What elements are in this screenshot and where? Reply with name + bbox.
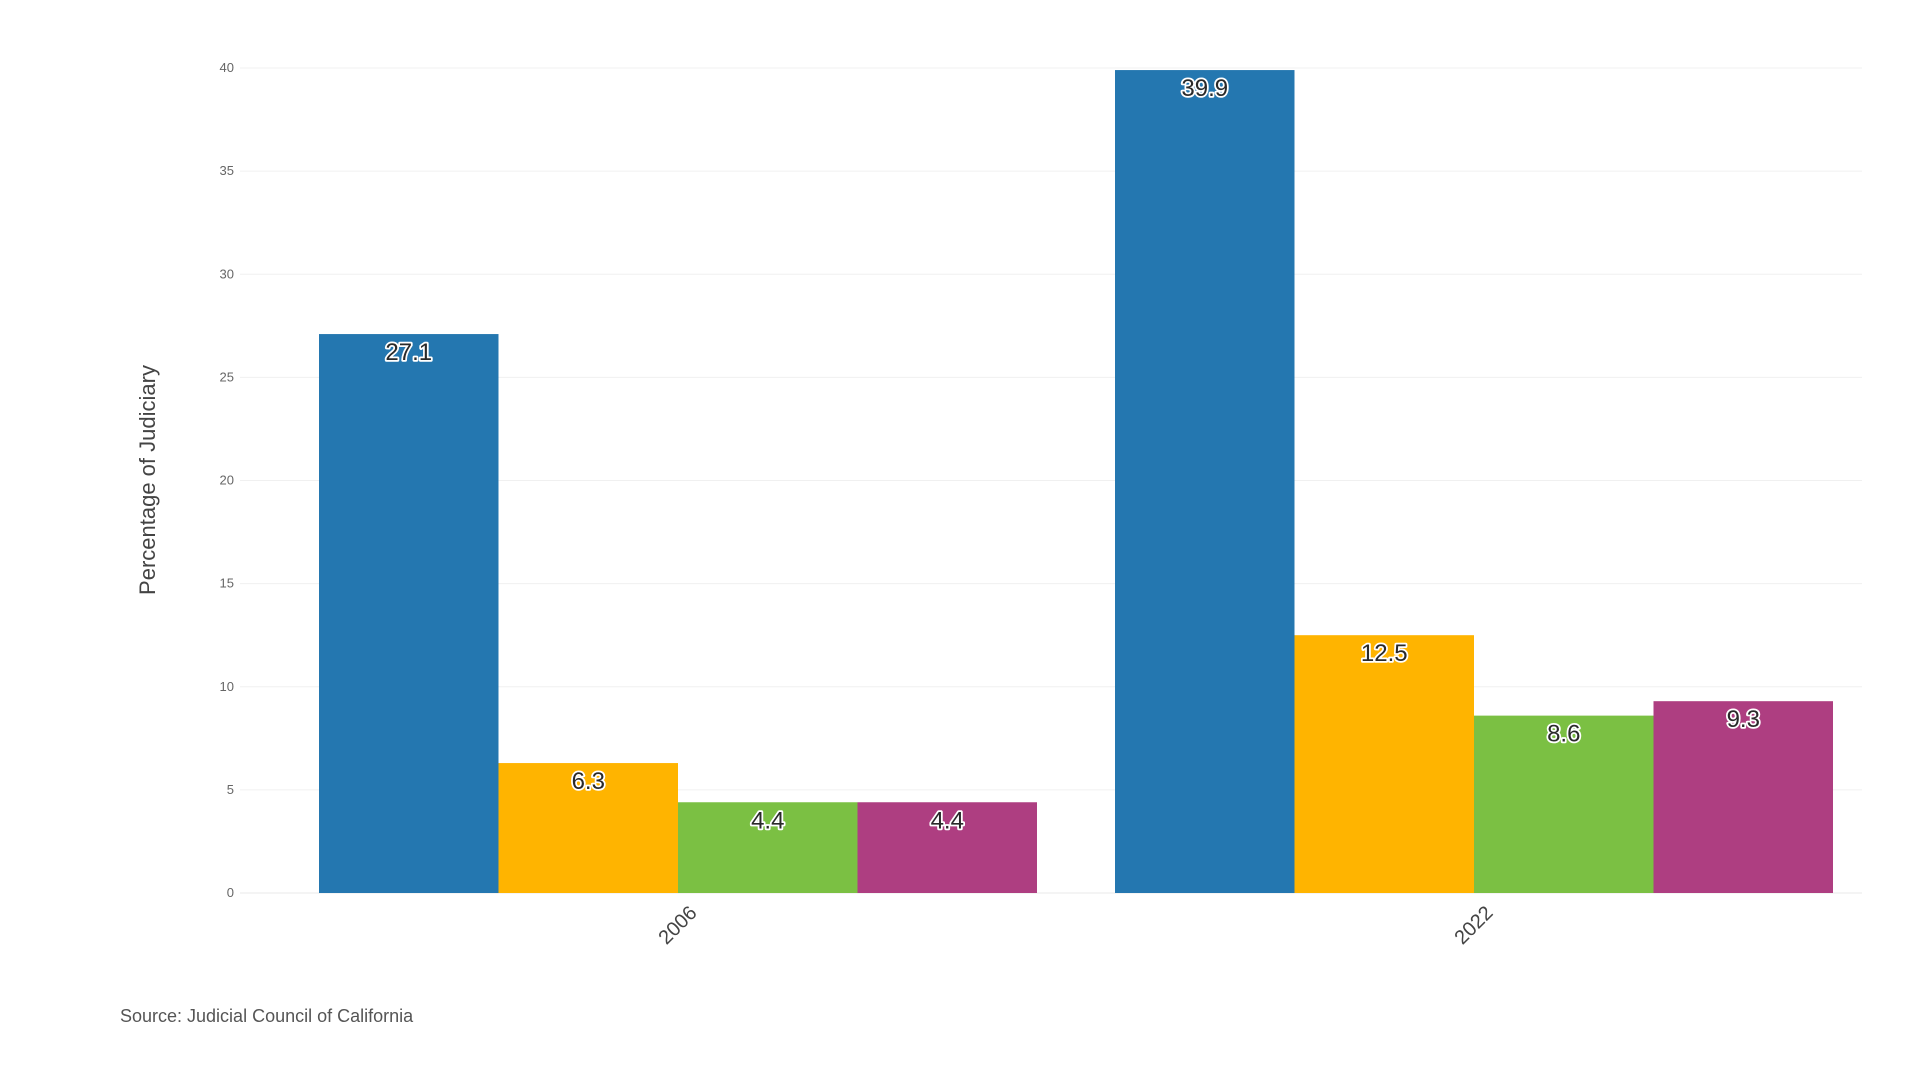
bar-value-label: 6.3 <box>572 768 605 795</box>
bar-value-label: 9.3 <box>1727 706 1760 733</box>
y-axis-ticks: 0 5 10 15 20 25 30 35 40 <box>220 60 234 900</box>
y-tick-label: 40 <box>220 60 234 75</box>
y-tick-label: 5 <box>227 782 234 797</box>
bar-value-label: 4.4 <box>751 807 784 834</box>
y-tick-label: 15 <box>220 576 234 591</box>
y-tick-label: 35 <box>220 163 234 178</box>
y-tick-label: 20 <box>220 473 234 488</box>
bars <box>319 70 1833 893</box>
x-tick-label: 2022 <box>1451 902 1498 949</box>
bar[interactable] <box>1115 70 1295 893</box>
bar[interactable] <box>1474 715 1654 893</box>
bar[interactable] <box>678 802 858 893</box>
x-tick-label: 2006 <box>655 902 702 949</box>
bar[interactable] <box>319 334 499 893</box>
bar-value-label: 4.4 <box>931 807 964 834</box>
y-tick-label: 25 <box>220 369 234 384</box>
bar-value-labels: 27.1 6.3 4.4 4.4 39.9 12.5 8.6 9.3 <box>384 73 1762 836</box>
bar-value-label: 39.9 <box>1181 75 1228 102</box>
source-note: Source: Judicial Council of California <box>120 1006 414 1026</box>
y-tick-label: 10 <box>220 679 234 694</box>
bar[interactable] <box>857 802 1038 893</box>
bar[interactable] <box>1294 635 1475 893</box>
bar[interactable] <box>1653 701 1834 893</box>
bar-value-label: 27.1 <box>385 339 432 366</box>
bar-value-label: 12.5 <box>1361 640 1408 667</box>
bar[interactable] <box>498 763 679 893</box>
bar-value-label: 8.6 <box>1547 721 1580 748</box>
y-axis-title: Percentage of Judiciary <box>135 365 160 595</box>
y-tick-label: 0 <box>227 885 234 900</box>
x-axis-ticks: 2006 2022 <box>655 902 1498 949</box>
y-tick-label: 30 <box>220 266 234 281</box>
